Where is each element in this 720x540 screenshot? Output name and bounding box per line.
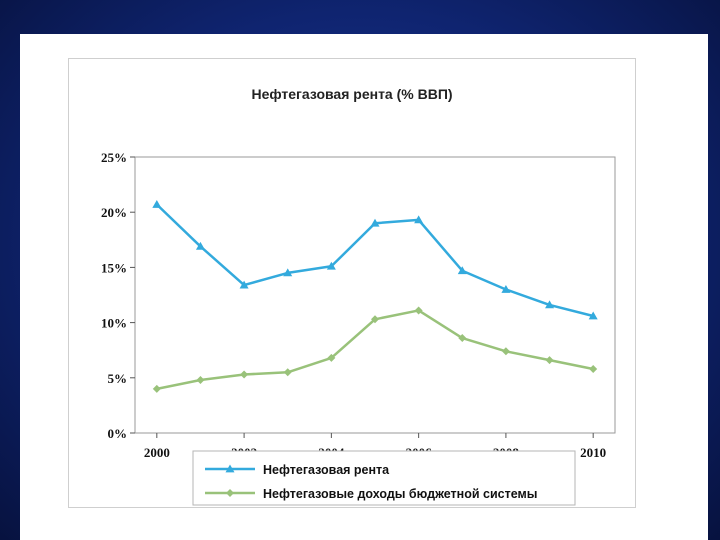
data-point-triangle: [225, 464, 235, 473]
legend-label: Нефтегазовые доходы бюджетной системы: [263, 487, 537, 501]
y-tick-label: 25%: [101, 150, 127, 165]
legend-label: Нефтегазовая рента: [263, 463, 390, 477]
data-point-diamond: [327, 353, 336, 362]
data-point-diamond: [283, 368, 292, 377]
series-group: [152, 199, 598, 393]
data-point-triangle: [545, 300, 555, 309]
slide: Нефтегазовая рента (% ВВП) 25% 20% 15% 10% 5…: [20, 34, 708, 540]
chart-frame: Нефтегазовая рента (% ВВП) 25% 20% 15% 10% 5…: [68, 58, 636, 508]
line-chart: Нефтегазовая рента (% ВВП) 25% 20% 15% 10% 5…: [101, 86, 616, 506]
data-point-triangle: [239, 280, 249, 289]
data-point-diamond: [226, 489, 234, 497]
data-point-diamond: [152, 384, 161, 393]
y-axis: 25% 20% 15% 10% 5% 0%: [101, 150, 135, 441]
data-point-triangle: [588, 311, 598, 320]
x-tick-label: 2010: [580, 445, 606, 460]
data-point-diamond: [240, 370, 249, 379]
data-point-triangle: [152, 199, 162, 208]
data-point-triangle: [501, 284, 511, 293]
y-tick-label: 0%: [108, 426, 128, 441]
series-2: [152, 306, 598, 393]
data-point-triangle: [326, 261, 336, 270]
data-point-diamond: [371, 315, 379, 324]
data-point-diamond: [458, 334, 467, 343]
data-point-triangle: [457, 266, 467, 275]
y-tick-label: 5%: [108, 371, 128, 386]
data-point-triangle: [195, 241, 205, 250]
chart-title: Нефтегазовая рента (% ВВП): [251, 86, 452, 102]
x-tick-label: 2000: [144, 445, 170, 460]
data-point-diamond: [414, 306, 423, 315]
data-point-triangle: [370, 218, 380, 227]
series-1: [152, 199, 598, 320]
y-tick-label: 20%: [101, 205, 127, 220]
data-point-diamond: [196, 376, 205, 385]
data-point-diamond: [545, 356, 554, 365]
y-tick-label: 10%: [101, 316, 127, 331]
y-tick-label: 15%: [101, 260, 127, 275]
legend: [192, 450, 576, 506]
data-point-triangle: [283, 268, 293, 277]
data-point-triangle: [414, 215, 424, 224]
plot-area: [134, 156, 616, 434]
data-point-diamond: [589, 364, 598, 373]
data-point-diamond: [501, 347, 510, 356]
legend-entries: Нефтегазовая рента Нефтегазовые доходы бю…: [205, 463, 537, 501]
